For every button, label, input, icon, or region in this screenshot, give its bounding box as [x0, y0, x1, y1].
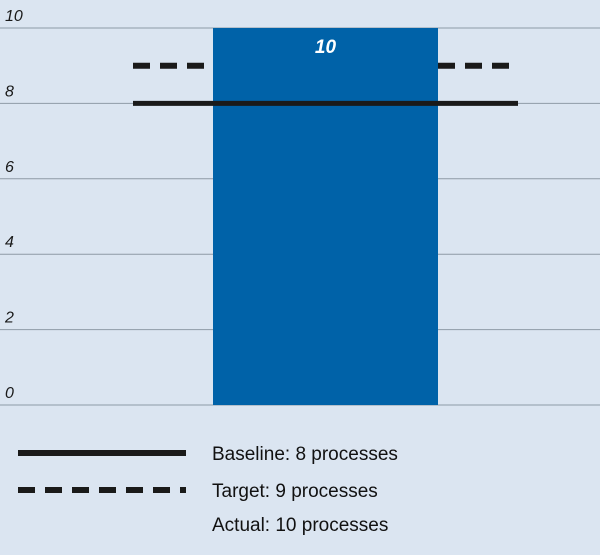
y-tick-label-10: 10 — [5, 8, 23, 25]
y-tick-label-0: 0 — [5, 385, 14, 402]
legend-label-2: Actual: 10 processes — [212, 515, 388, 536]
y-tick-label-2: 2 — [4, 310, 14, 327]
y-tick-label-8: 8 — [5, 83, 14, 100]
y-tick-label-6: 6 — [5, 159, 14, 176]
bar-label-0: 10 — [315, 37, 337, 58]
y-tick-label-4: 4 — [5, 234, 14, 251]
legend-label-0: Baseline: 8 processes — [212, 444, 398, 465]
bar-0 — [213, 28, 438, 405]
legend-label-1: Target: 9 processes — [212, 481, 378, 502]
